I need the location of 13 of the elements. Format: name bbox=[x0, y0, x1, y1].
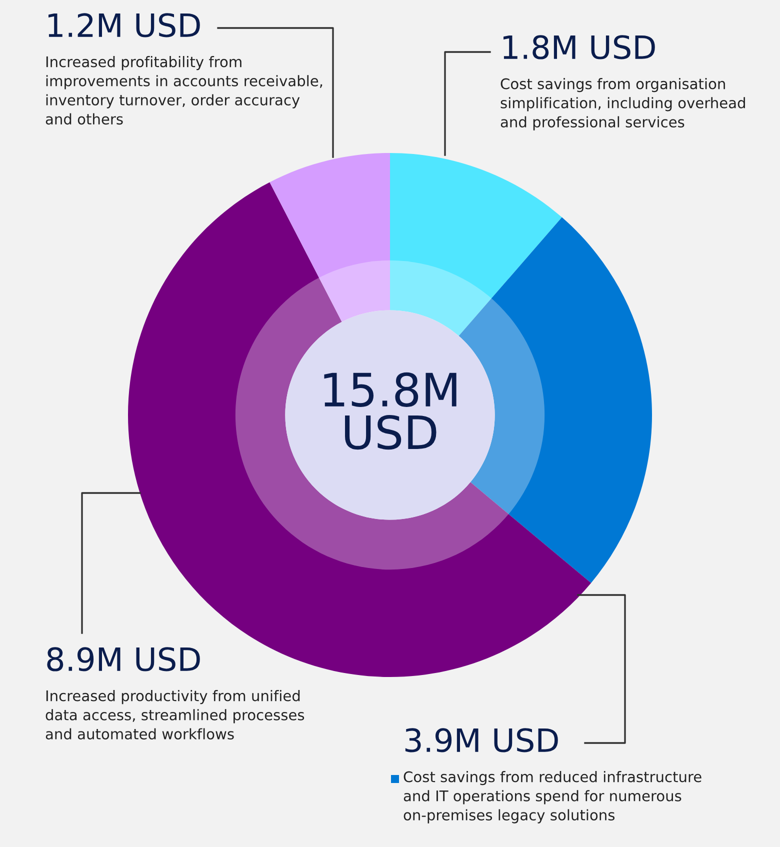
data-label: 1.8M USD bbox=[504, 35, 655, 60]
text: 15.8M USD bbox=[324, 372, 456, 450]
slice-label: Increased productivity from unified data access, streamlined processes and automated workflows bbox=[46, 690, 304, 740]
data-label: 8.9M USD bbox=[47, 647, 200, 672]
slice-label: Cost savings from organisation simplification, including overhead and professional services bbox=[500, 78, 745, 130]
slice-label: Increased profitability from improvements in accounts receivable, inventory turnover, order accuracy and others bbox=[46, 56, 322, 125]
donut-slice bbox=[458, 217, 652, 583]
donut-slice bbox=[270, 153, 390, 322]
legend-label: Cost savings from reduced infrastructure and IT operations spend for numerous on-premises legacy solutions bbox=[404, 771, 702, 824]
donut-slice bbox=[128, 182, 592, 677]
donut-slice bbox=[390, 153, 562, 336]
data-label: 1.2M USD bbox=[48, 13, 200, 38]
data-label: 3.9M USD bbox=[405, 728, 558, 752]
